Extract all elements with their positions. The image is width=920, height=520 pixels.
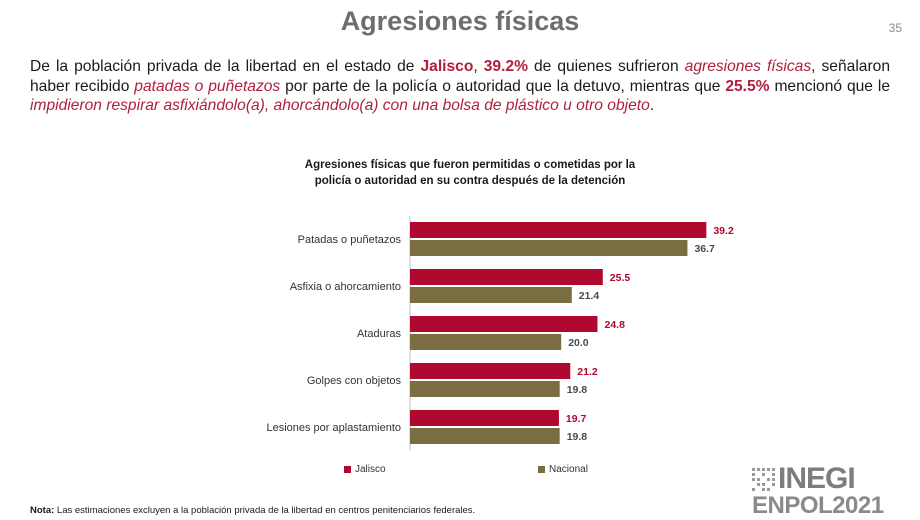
intro-text: mencionó que le <box>769 77 891 95</box>
legend-label-nacional: Nacional <box>549 464 588 475</box>
legend-item-nacional: Nacional <box>538 464 588 475</box>
data-label-nacional: 21.4 <box>579 290 600 302</box>
intro-pct-asphyxia: 25.5% <box>725 77 770 95</box>
data-label-nacional: 36.7 <box>694 243 715 255</box>
page-number: 35 <box>888 21 902 35</box>
inegi-grid-icon <box>752 468 775 491</box>
bar-nacional <box>410 381 560 397</box>
chart-title-line: policía o autoridad en su contra después… <box>314 175 626 187</box>
intro-text: , señalaron haber recibido <box>30 58 890 95</box>
category-label: Ataduras <box>357 328 402 340</box>
data-label-jalisco: 21.2 <box>577 366 598 378</box>
bar-jalisco <box>410 410 559 426</box>
intro-text: por parte de la policía o autoridad que … <box>280 77 726 95</box>
data-label-jalisco: 39.2 <box>713 225 734 237</box>
legend-swatch-nacional <box>538 466 545 473</box>
legend-swatch-jalisco <box>344 466 351 473</box>
intro-text: de quienes sufrieron <box>527 58 685 75</box>
intro-text: . <box>649 97 655 114</box>
inegi-enpol-logo: INEGI ENPOL2021 <box>752 462 897 519</box>
category-label: Golpes con objetos <box>307 375 402 387</box>
legend-label-jalisco: Jalisco <box>355 464 386 475</box>
slide-title: Agresiones físicas <box>340 6 580 36</box>
bar-nacional <box>410 240 688 256</box>
chart-title-line: Agresiones físicas que fueron permitidas… <box>304 159 636 171</box>
data-label-nacional: 19.8 <box>567 431 588 443</box>
data-label-jalisco: 19.7 <box>566 413 587 425</box>
intro-state: Jalisco <box>420 58 474 75</box>
intro-phrase-asphyxia: impidieron respirar asfixiándolo(a), aho… <box>30 97 650 114</box>
data-label-jalisco: 24.8 <box>604 319 625 331</box>
bar-nacional <box>410 428 560 444</box>
intro-phrase-physical: agresiones físicas <box>684 58 812 75</box>
bar-jalisco <box>410 363 571 379</box>
intro-paragraph: De la población privada de la libertad e… <box>30 57 890 116</box>
data-label-jalisco: 25.5 <box>610 272 631 284</box>
category-label: Asfixia o ahorcamiento <box>290 281 401 293</box>
category-label: Patadas o puñetazos <box>298 234 402 246</box>
bar-jalisco <box>410 222 707 238</box>
data-label-nacional: 20.0 <box>568 337 589 349</box>
chart-legend: Jalisco Nacional <box>0 464 920 478</box>
logo-inegi-text: INEGI <box>778 462 856 495</box>
intro-text: De la población privada de la libertad e… <box>30 58 421 75</box>
data-label-nacional: 19.8 <box>567 384 588 396</box>
category-label: Lesiones por aplastamiento <box>266 422 401 434</box>
intro-phrase-kicks: patadas o puñetazos <box>134 77 281 95</box>
footnote: Nota: Las estimaciones excluyen a la pob… <box>30 505 475 516</box>
bar-nacional <box>410 334 562 350</box>
chart-title: Agresiones físicas que fueron permitidas… <box>270 157 670 189</box>
bar-jalisco <box>410 269 603 285</box>
bar-nacional <box>410 287 572 303</box>
footnote-label: Nota: <box>30 505 55 516</box>
intro-pct-physical: 39.2% <box>483 58 528 75</box>
bar-jalisco <box>410 316 598 332</box>
footnote-text: Las estimaciones excluyen a la población… <box>54 505 476 516</box>
intro-text: , <box>473 58 484 75</box>
legend-item-jalisco: Jalisco <box>344 464 386 475</box>
logo-enpol-text: ENPOL2021 <box>752 492 884 519</box>
